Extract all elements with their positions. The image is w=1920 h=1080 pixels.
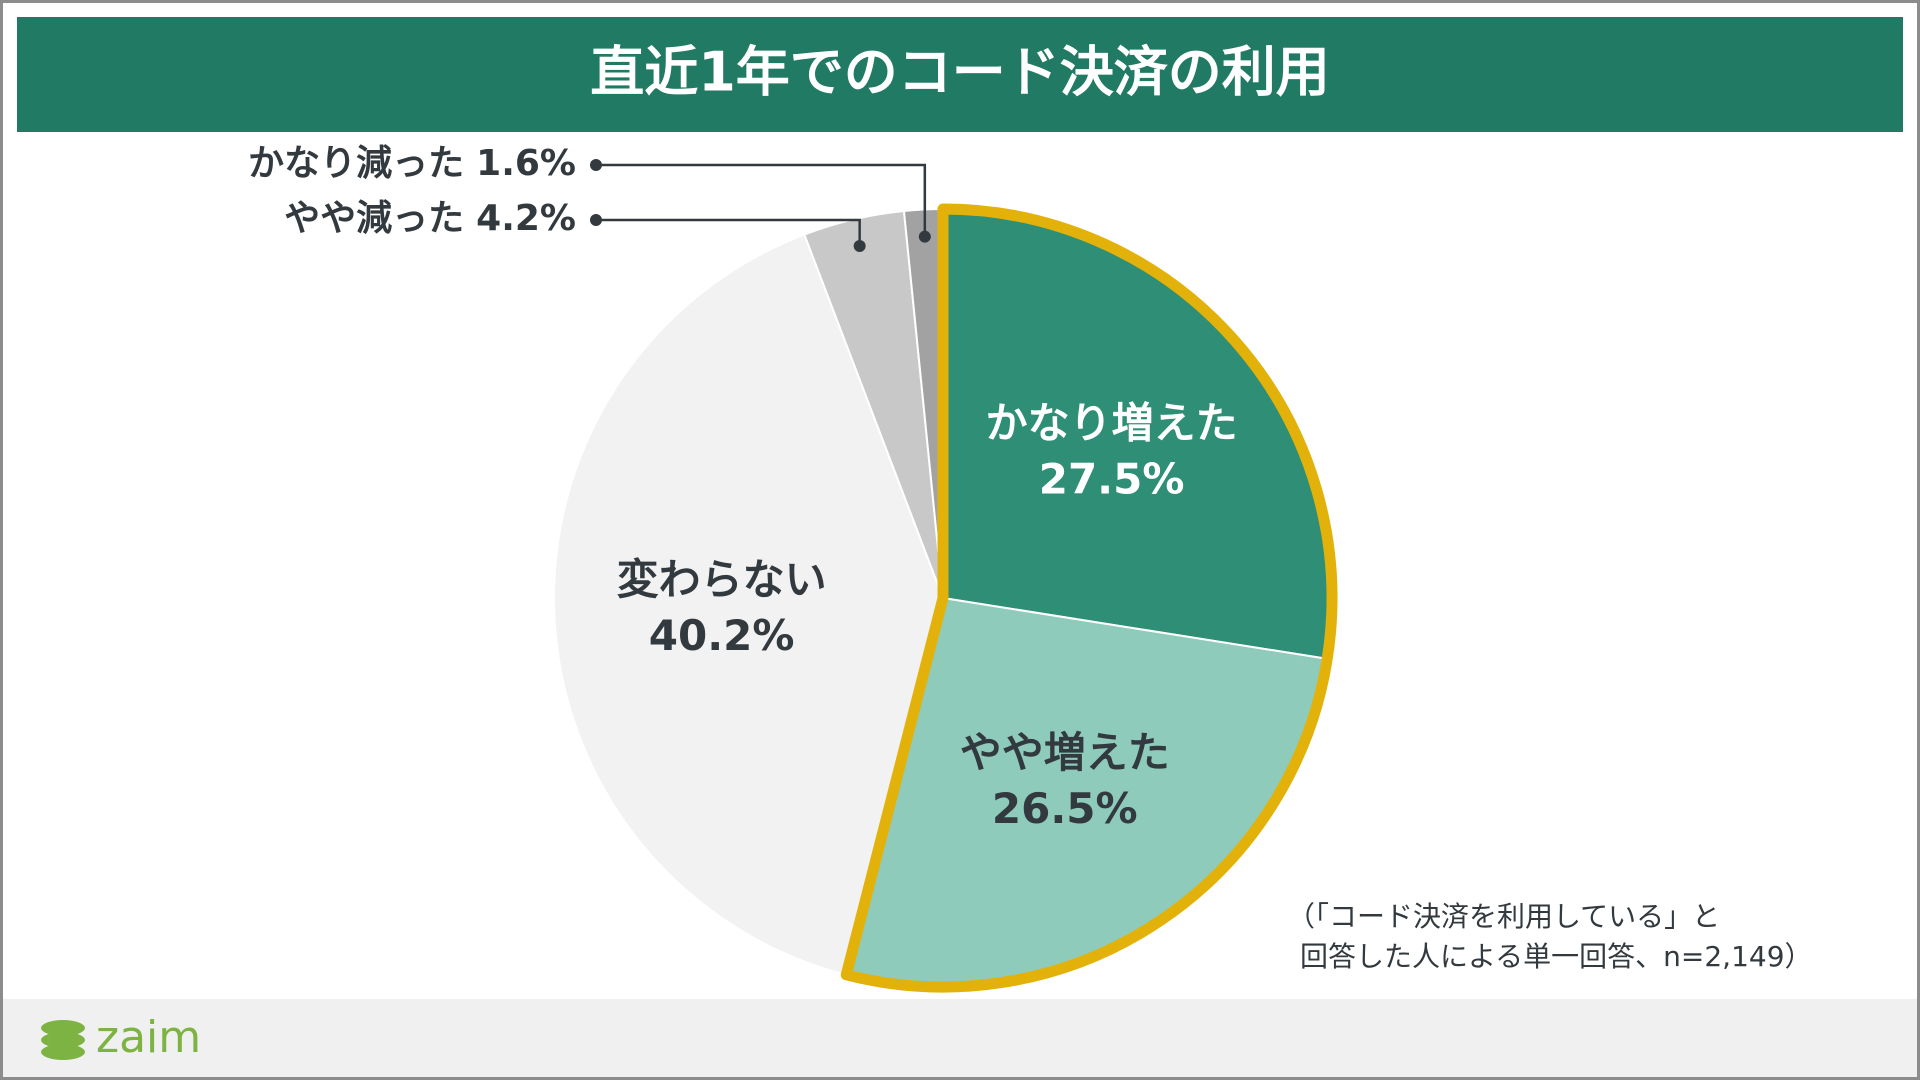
logo-text: zaim — [96, 1012, 201, 1063]
pie-slice — [553, 233, 945, 976]
highlight-outline — [840, 203, 1338, 993]
coin — [41, 1044, 85, 1060]
leader-dot — [590, 159, 602, 171]
coin — [41, 1020, 85, 1036]
slice-value-label: 27.5% — [1039, 454, 1185, 503]
leader-line — [596, 218, 861, 246]
label-value: 1.6% — [476, 143, 576, 184]
chart-title: 直近1年でのコード決済の利用 — [590, 41, 1330, 104]
label-value: 4.2% — [476, 198, 576, 239]
label-category: やや減った — [284, 198, 464, 239]
leader-dot — [918, 230, 931, 243]
slice-value-label: 26.5% — [992, 784, 1138, 833]
note-line: （「コード決済を利用している」と — [1287, 900, 1720, 933]
coin — [41, 1032, 85, 1048]
note-line: 回答した人による単一回答、n=2,149） — [1300, 940, 1813, 973]
leader-dot — [590, 214, 602, 226]
slice-label: かなり増えた — [986, 398, 1238, 447]
outside-label: かなり減った 1.6% — [248, 143, 576, 184]
outside-label: やや減った 4.2% — [284, 198, 576, 239]
slice-label: 変わらない — [617, 555, 827, 604]
leader-line — [596, 163, 927, 237]
title-bar — [17, 17, 1903, 132]
footer-band — [3, 999, 1917, 1077]
label-category: かなり減った — [248, 143, 464, 184]
logo-icon — [41, 1020, 85, 1060]
slice-label: やや増えた — [960, 728, 1170, 777]
slice-value-label: 40.2% — [649, 611, 795, 660]
leader-dot — [853, 239, 866, 252]
